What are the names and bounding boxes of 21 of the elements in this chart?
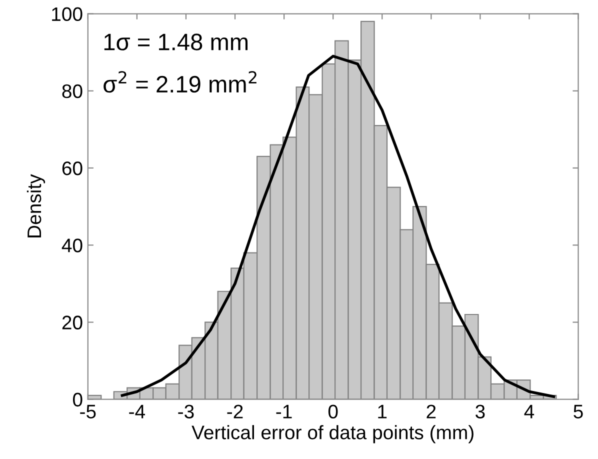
y-tick-label: 60 [62, 161, 82, 176]
y-axis-title: Density [26, 174, 46, 238]
y-tick-label: 20 [62, 316, 82, 330]
annotation: σ$^{2}$ = 2.19 mm$^{2}$ [104, 71, 256, 93]
x-tick-label: -5 [80, 404, 96, 418]
annotation: 1σ = 1.48 mm [104, 34, 248, 50]
y-tick-label: 100 [52, 7, 82, 22]
x-tick-label: -3 [178, 404, 194, 418]
x-tick-label: 3 [476, 404, 485, 418]
x-tick-label: 2 [426, 404, 436, 418]
x-axis-title: Vertical error of data points (mm) [192, 425, 474, 444]
y-tick-label: 0 [72, 392, 82, 407]
x-tick-label: -2 [227, 404, 243, 418]
x-tick-label: 1 [378, 404, 387, 418]
x-tick-label: -4 [129, 404, 146, 418]
y-tick-label: 80 [62, 84, 82, 98]
x-tick-label: 5 [574, 404, 583, 418]
x-tick-label: 0 [328, 404, 338, 418]
x-tick-label: 4 [524, 404, 534, 418]
x-tick-label: -1 [276, 404, 292, 418]
y-tick-label: 40 [62, 238, 82, 252]
